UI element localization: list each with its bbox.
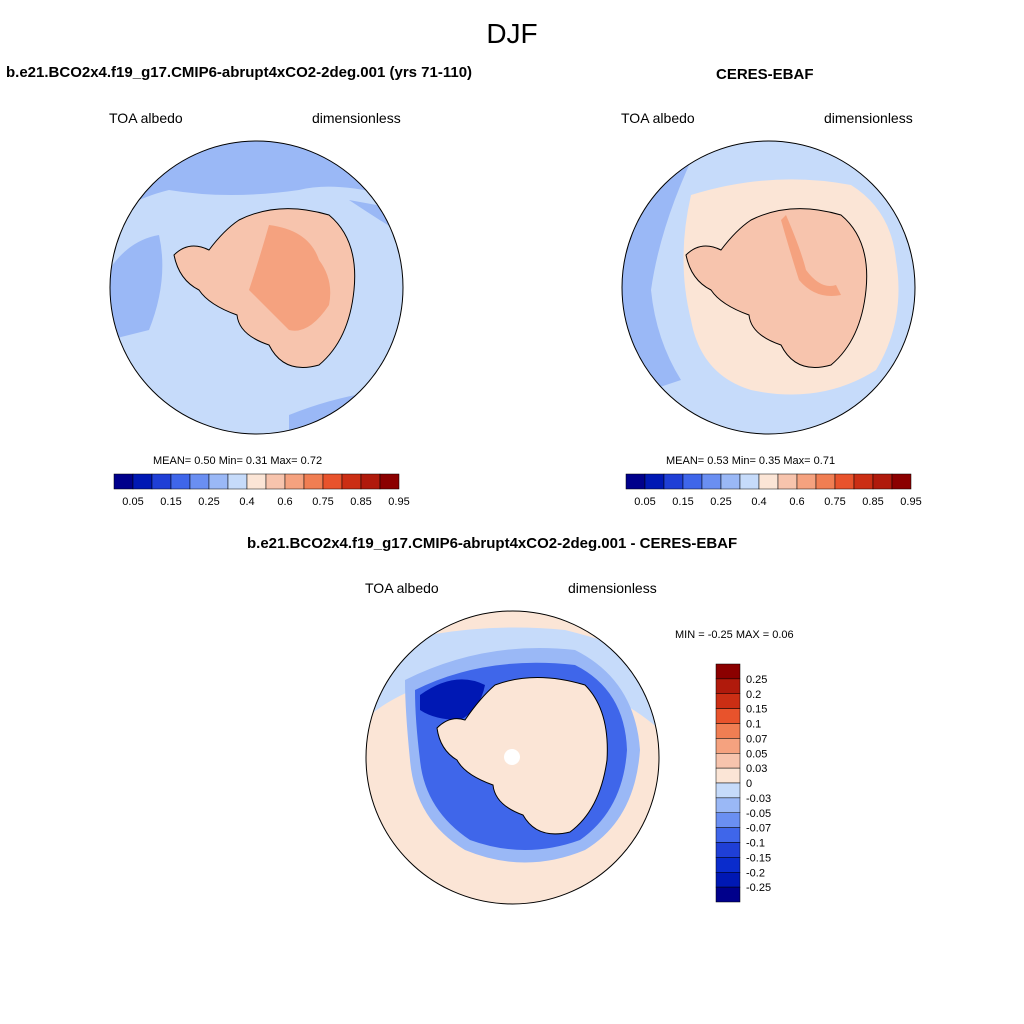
variable-label: TOA albedo: [365, 580, 439, 596]
colorbar-diff-swatch: [715, 782, 741, 799]
colorbar-model-swatch: [341, 473, 362, 490]
panel-title-obs: CERES-EBAF: [716, 66, 814, 83]
variable-label: TOA albedo: [109, 110, 183, 126]
colorbar-diff-swatch: [715, 842, 741, 858]
colorbar-model-tick-label: 0.05: [122, 496, 143, 508]
colorbar-obs-swatch: [815, 473, 836, 490]
colorbar-diff-swatch: [715, 708, 741, 724]
colorbar-obs-swatch: [739, 473, 760, 490]
colorbar-diff-tick-label: 0: [746, 778, 752, 790]
colorbar-model-swatch: [132, 473, 153, 490]
min-max-stats: MIN = -0.25 MAX = 0.06: [675, 629, 794, 641]
colorbar-diff-swatch: [715, 723, 741, 739]
panel-title-diff: b.e21.BCO2x4.f19_g17.CMIP6-abrupt4xCO2-2…: [247, 535, 738, 552]
colorbar-diff-tick-label: 0.1: [746, 719, 761, 731]
colorbar-diff-swatch: [715, 797, 741, 813]
colorbar-diff-tick-label: -0.07: [746, 823, 771, 835]
polar-map-obs: [621, 140, 916, 435]
colorbar-obs-tick-label: 0.05: [634, 496, 655, 508]
colorbar-obs-tick-label: 0.85: [862, 496, 883, 508]
colorbar-obs-swatch: [701, 473, 722, 490]
stats-line: MEAN= 0.50 Min= 0.31 Max= 0.72: [153, 455, 323, 467]
colorbar-obs-tick-label: 0.75: [824, 496, 845, 508]
colorbar-diff-swatch: [715, 857, 741, 873]
colorbar-obs-tick-label: 0.25: [710, 496, 731, 508]
colorbar-diff-swatch: [715, 872, 741, 888]
stats-line: MEAN= 0.53 Min= 0.35 Max= 0.71: [666, 455, 836, 467]
colorbar-model-swatch: [322, 473, 343, 490]
colorbar-model-swatch: [303, 473, 324, 490]
colorbar-model-tick-label: 0.25: [198, 496, 219, 508]
colorbar-diff-tick-label: 0.15: [746, 704, 767, 716]
colorbar-model-swatch: [265, 473, 286, 490]
colorbar-diff-tick-label: 0.25: [746, 674, 767, 686]
colorbar-diff-swatch: [715, 886, 741, 903]
colorbar-diff-swatch: [715, 827, 741, 843]
colorbar-obs-swatch: [663, 473, 684, 490]
colorbar-obs-swatch: [853, 473, 874, 490]
colorbar-model-tick-label: 0.15: [160, 496, 181, 508]
colorbar-diff-tick-label: -0.05: [746, 808, 771, 820]
colorbar-model-swatch: [170, 473, 191, 490]
colorbar-obs-swatch: [891, 473, 912, 490]
colorbar-diff-tick-label: -0.03: [746, 793, 771, 805]
colorbar-obs-swatch: [720, 473, 741, 490]
colorbar-obs-swatch: [625, 473, 646, 490]
colorbar-diff-swatch: [715, 663, 741, 680]
colorbar-model-swatch: [227, 473, 248, 490]
page-title: DJF: [486, 18, 538, 49]
colorbar-diff-swatch: [715, 738, 741, 754]
colorbar-diff-tick-label: 0.07: [746, 733, 767, 745]
colorbar-obs-swatch: [758, 473, 779, 490]
colorbar-diff-tick-label: -0.2: [746, 867, 765, 879]
colorbar-model-swatch: [189, 473, 210, 490]
colorbar-diff-tick-label: -0.15: [746, 852, 771, 864]
colorbar-obs-tick-label: 0.6: [789, 496, 804, 508]
colorbar-diff-tick-label: -0.1: [746, 838, 765, 850]
colorbar-diff-swatch: [715, 812, 741, 828]
colorbar-obs-swatch: [872, 473, 893, 490]
colorbar-model-swatch: [151, 473, 172, 490]
colorbar-model-swatch: [246, 473, 267, 490]
colorbar-diff-tick-label: 0.2: [746, 689, 761, 701]
colorbar-diff-swatch: [715, 678, 741, 694]
variable-label: TOA albedo: [621, 110, 695, 126]
colorbar-model-tick-label: 0.4: [239, 496, 254, 508]
colorbar-diff-swatch: [715, 693, 741, 709]
colorbar-obs-tick-label: 0.15: [672, 496, 693, 508]
colorbar-obs-swatch: [777, 473, 798, 490]
colorbar-model-tick-label: 0.6: [277, 496, 292, 508]
colorbar-diff-swatch: [715, 753, 741, 769]
colorbar-obs-swatch: [834, 473, 855, 490]
colorbar-model-tick-label: 0.75: [312, 496, 333, 508]
colorbar-diff: 0.25 0.2 0.15 0.1 0.07 0.05 0.03 0 -0.03 -0.05 -0.…: [715, 663, 771, 903]
colorbar-obs-swatch: [682, 473, 703, 490]
colorbar-model-swatch: [379, 473, 400, 490]
panel-title-model: b.e21.BCO2x4.f19_g17.CMIP6-abrupt4xCO2-2…: [6, 64, 473, 81]
colorbar-model-swatch: [208, 473, 229, 490]
colorbar-obs-swatch: [796, 473, 817, 490]
colorbar-diff-swatch: [715, 767, 741, 784]
colorbar-diff-tick-label: 0.03: [746, 763, 767, 775]
units-label: dimensionless: [312, 110, 401, 126]
colorbar-obs-tick-label: 0.4: [751, 496, 766, 508]
colorbar-diff-tick-label: -0.25: [746, 882, 771, 894]
units-label: dimensionless: [824, 110, 913, 126]
units-label: dimensionless: [568, 580, 657, 596]
colorbar-model-swatch: [113, 473, 134, 490]
colorbar-model-swatch: [360, 473, 381, 490]
polar-map-diff: [365, 610, 660, 905]
colorbar-model-tick-label: 0.85: [350, 496, 371, 508]
colorbar-diff-tick-label: 0.05: [746, 748, 767, 760]
colorbar-model-swatch: [284, 473, 305, 490]
colorbar-model-tick-label: 0.95: [388, 496, 409, 508]
polar-map-model: [109, 140, 404, 435]
colorbar-obs-tick-label: 0.95: [900, 496, 921, 508]
colorbar-obs-swatch: [644, 473, 665, 490]
colorbar-obs: 0.05 0.15 0.25 0.4 0.6 0.75 0.85 0.95: [625, 473, 922, 508]
colorbar-model: 0.05 0.15 0.25 0.4 0.6 0.75 0.85 0.95: [113, 473, 410, 508]
